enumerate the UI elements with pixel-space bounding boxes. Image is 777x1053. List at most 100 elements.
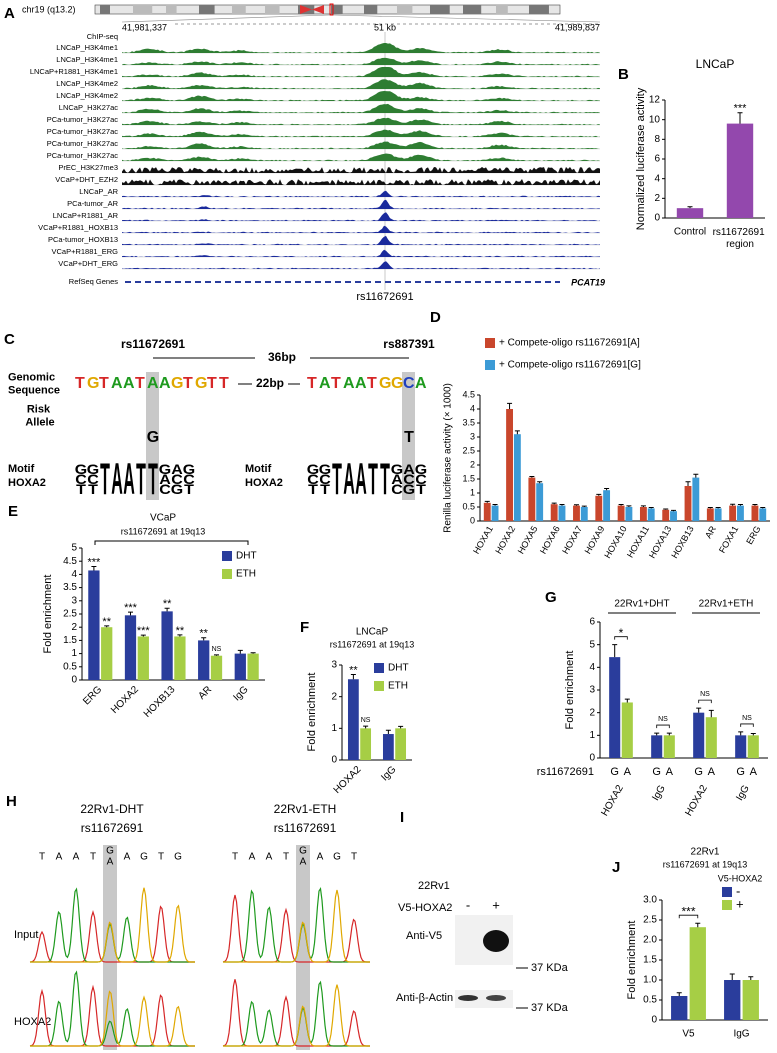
bar	[101, 627, 113, 680]
bar	[737, 505, 744, 521]
error-bar	[237, 649, 243, 654]
logo-letter: T	[368, 455, 378, 504]
error-bar	[177, 634, 183, 637]
track-label: VCaP+DHT_ERG	[58, 259, 118, 268]
bracket	[656, 724, 670, 729]
error-bar	[529, 475, 535, 478]
error-bar	[573, 504, 579, 506]
label: rs11672691	[274, 821, 337, 835]
y-tick-label: 0	[654, 213, 660, 224]
bar	[528, 477, 536, 521]
text-part: A	[319, 375, 331, 392]
bracket	[678, 914, 699, 919]
y-axis-label: Renilla luciferase activity (× 1000)	[443, 383, 454, 533]
chart-title: LNCaP	[356, 627, 389, 638]
base-call: G	[140, 852, 148, 863]
panel-label: D	[430, 309, 441, 326]
logo-letter: T	[332, 455, 342, 504]
bar	[513, 434, 521, 521]
label: Anti-β-Actin	[396, 992, 453, 1004]
x-tick-label: rs11672691 region	[713, 227, 768, 250]
text-part: Allele	[25, 416, 54, 428]
y-tick-label: 1	[470, 487, 475, 497]
error-bar	[385, 729, 391, 735]
track-label: VCaP+R1881_HOXB13	[38, 223, 118, 232]
bar	[684, 486, 692, 521]
significance: **	[349, 664, 358, 676]
y-tick-label: 0	[651, 1015, 657, 1026]
panel-label: J	[612, 859, 620, 876]
blot	[455, 990, 513, 1008]
bar	[395, 728, 407, 760]
label: 22bp	[256, 376, 284, 390]
logo-letter: A	[171, 462, 183, 478]
bar	[706, 508, 714, 521]
text-part: Genomic	[8, 371, 58, 383]
label: Genomic Sequence	[8, 371, 60, 396]
signal-track	[122, 43, 600, 53]
legend-label: DHT	[388, 663, 409, 674]
text-part: rs11672691	[713, 227, 768, 238]
error-bar	[537, 481, 543, 484]
text-part: Motif	[245, 463, 274, 475]
error-bar	[640, 505, 646, 507]
y-tick-label: 0	[589, 753, 595, 764]
error-bar	[707, 507, 713, 509]
logo-letter: A	[355, 455, 367, 504]
text-part: Motif	[8, 463, 37, 475]
y-tick-label: 10	[649, 114, 661, 125]
legend-title: V5-HOXA2	[718, 873, 763, 883]
track-label: LNCaP_H3K4me1	[56, 55, 118, 64]
bar	[747, 735, 759, 758]
base-call: A	[249, 852, 256, 863]
row-label: HOXA2	[14, 1016, 51, 1028]
label: ChIP-seq	[87, 32, 118, 41]
error-bar	[695, 922, 701, 928]
bar	[676, 208, 704, 218]
bar	[625, 507, 633, 521]
text-part: A	[415, 375, 427, 392]
lane-label: +	[492, 897, 500, 912]
bar	[639, 507, 647, 521]
y-tick-label: 2	[470, 459, 475, 469]
x-tick-label: IgG	[379, 764, 398, 783]
bar	[536, 483, 544, 521]
y-tick-label: 0.5	[63, 661, 77, 672]
legend-label: + Compete-oligo rs11672691[A]	[499, 338, 640, 349]
ideogram-band	[133, 5, 153, 14]
x-tick-label: V5	[682, 1029, 695, 1040]
label: Risk Allele	[25, 403, 54, 428]
logo-letter: C	[159, 482, 171, 498]
error-bar	[363, 725, 369, 729]
ideogram-band	[529, 5, 549, 14]
bar	[693, 712, 705, 758]
y-tick-label: 2	[654, 193, 660, 204]
text-part: A	[355, 375, 367, 392]
signal-track	[122, 129, 600, 137]
chart-subtitle: rs11672691 at 19q13	[330, 639, 414, 649]
label: V5-HOXA2	[398, 902, 452, 914]
track-label: LNCaP+R1881_H3K4me1	[30, 67, 118, 76]
error-bar	[696, 707, 702, 713]
logo-letter: T	[76, 482, 86, 498]
significance: **	[163, 598, 172, 610]
ideogram-band	[430, 5, 450, 14]
y-axis-label: Fold enrichment	[626, 921, 638, 1000]
bar	[621, 702, 633, 758]
zoom-line	[332, 14, 601, 23]
significance: ***	[87, 556, 101, 568]
x-tick-label: IgG	[232, 684, 251, 703]
y-tick-label: 5	[589, 639, 595, 650]
signal-track	[122, 153, 600, 161]
error-bar	[91, 565, 97, 571]
bar	[692, 477, 700, 521]
logo-letter: C	[87, 472, 99, 488]
allele-label: G	[652, 766, 661, 778]
text-part: T	[207, 375, 217, 392]
logo-letter: G	[87, 462, 99, 478]
error-bar	[140, 634, 146, 637]
chart-title: LNCaP	[696, 57, 735, 71]
text-part: A	[159, 375, 171, 392]
allele-label: G	[736, 766, 745, 778]
